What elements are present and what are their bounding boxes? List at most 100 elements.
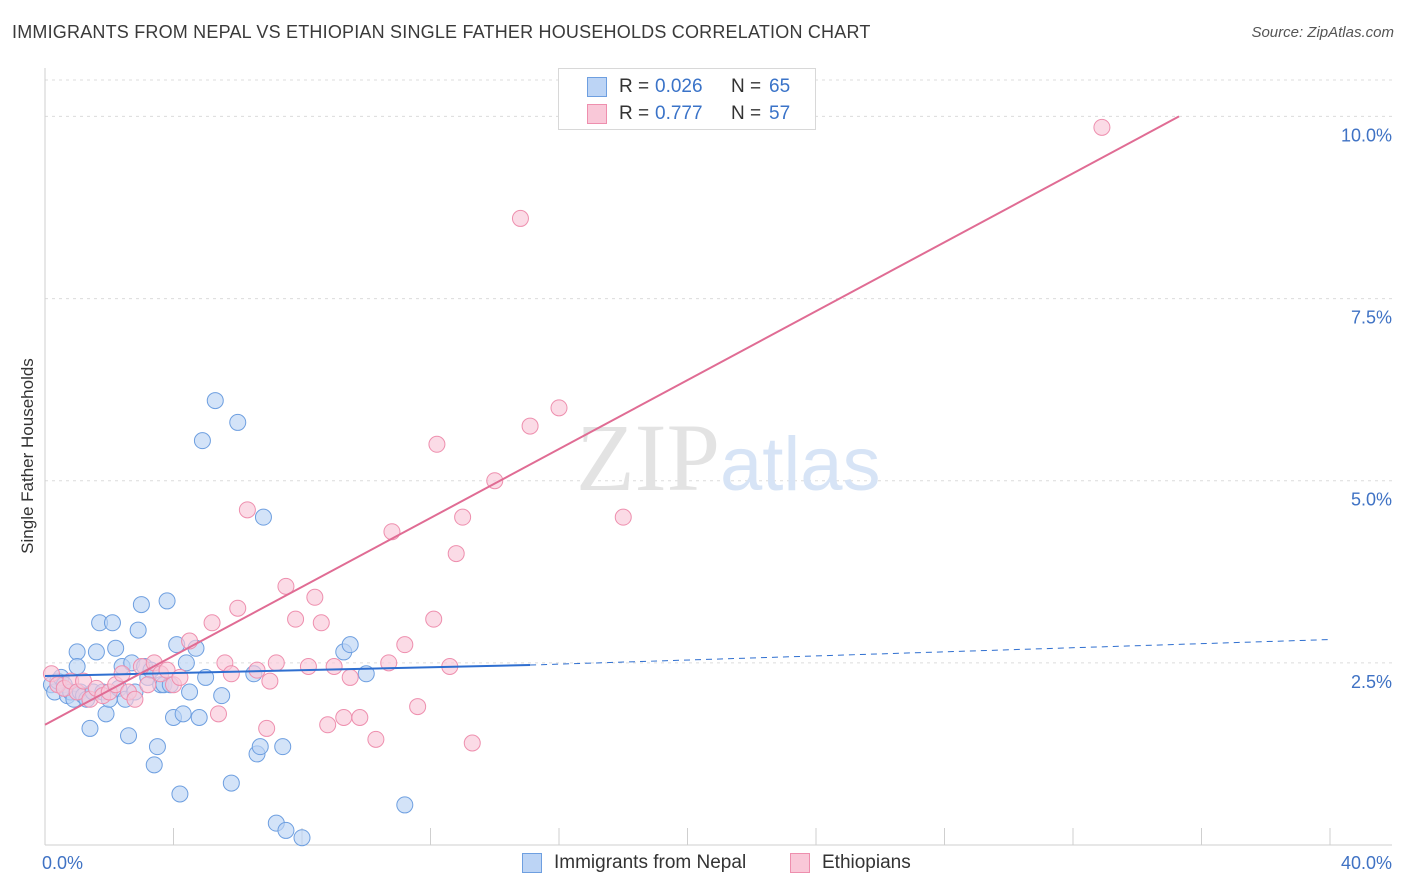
tick-labels: 2.5% 5.0% 7.5% 10.0% 0.0% 40.0%	[42, 125, 1392, 873]
ethiopians-point	[203, 614, 221, 632]
ethiopians-point	[75, 672, 93, 690]
r-label: R =	[619, 102, 650, 124]
n-value: 65	[769, 75, 791, 97]
trend-lines	[44, 115, 1331, 726]
nepal-point	[274, 738, 292, 756]
ethiopians-point	[463, 734, 481, 752]
ethiopians-point	[261, 672, 279, 690]
axes	[44, 68, 1392, 846]
ethiopians-point	[341, 668, 359, 686]
ethiopians-point	[312, 614, 330, 632]
r-value: 0.026	[655, 75, 703, 97]
y-tick-label: 10.0%	[1341, 125, 1392, 145]
series-label-ethiopians: Ethiopians	[822, 852, 911, 873]
legend-row-ethiopians: R = 0.777 N = 57	[559, 100, 790, 127]
nepal-point	[174, 705, 192, 723]
nepal-point	[87, 643, 105, 661]
source-label: Source: ZipAtlas.com	[1251, 24, 1394, 41]
ethiopians-point	[425, 610, 443, 628]
watermark-zip: ZIP	[576, 404, 720, 511]
nepal-trend-extension	[530, 639, 1331, 666]
nepal-point	[171, 785, 189, 803]
ethiopians-point	[367, 730, 385, 748]
nepal-point	[103, 614, 121, 632]
nepal-point	[68, 643, 86, 661]
ethiopians-point	[335, 709, 353, 726]
ethiopians-point	[383, 523, 401, 541]
nepal-point	[251, 738, 269, 756]
nepal-trend-line	[44, 664, 531, 677]
ethiopians-point	[126, 690, 144, 708]
nepal-point	[129, 621, 147, 639]
series-label-nepal: Immigrants from Nepal	[554, 852, 747, 873]
nepal-point	[68, 658, 86, 675]
series-swatch-nepal	[522, 853, 542, 873]
gridlines	[45, 79, 1392, 664]
nepal-point	[213, 687, 231, 705]
nepal-point	[193, 432, 211, 450]
ethiopians-point	[277, 577, 295, 595]
ethiopians-point	[139, 676, 157, 694]
x-tick-label: 40.0%	[1341, 853, 1392, 873]
ethiopians-point	[1093, 118, 1111, 136]
series-swatch-ethiopians	[790, 853, 810, 873]
watermark-atlas: atlas	[720, 422, 881, 507]
ethiopians-point	[396, 636, 414, 654]
nepal-point	[132, 596, 150, 614]
chart-title: IMMIGRANTS FROM NEPAL VS ETHIOPIAN SINGL…	[12, 22, 871, 42]
nepal-point	[181, 683, 199, 701]
ethiopians-point	[550, 399, 568, 417]
nepal-point	[190, 709, 208, 726]
ethiopians-point	[299, 658, 317, 675]
nepal-point	[341, 636, 359, 654]
legend-row-nepal: R = 0.026 N = 65	[559, 73, 790, 100]
nepal-point	[206, 392, 224, 410]
correlation-legend: R = 0.026 N = 65 R = 0.777 N = 57	[558, 68, 816, 130]
ethiopians-point	[229, 599, 247, 617]
ethiopians-point	[222, 665, 240, 683]
nepal-point	[158, 592, 176, 610]
ethiopians-point	[447, 545, 465, 563]
y-tick-label: 5.0%	[1351, 490, 1392, 510]
nepal-point	[396, 796, 414, 814]
nepal-point	[145, 756, 163, 774]
ethiopians-trend-line	[44, 115, 1180, 726]
r-label: R =	[619, 75, 650, 97]
ethiopians-point	[454, 508, 472, 526]
legend-swatch-nepal	[587, 76, 607, 97]
nepal-point	[81, 719, 99, 737]
x-tick-label: 0.0%	[42, 853, 83, 873]
nepal-point	[277, 821, 295, 839]
ethiopians-point	[306, 588, 324, 606]
ethiopians-point	[428, 435, 446, 453]
series-legend-nepal[interactable]: Immigrants from Nepal	[522, 852, 746, 874]
ethiopians-point	[325, 658, 343, 675]
ethiopians-point	[209, 705, 227, 723]
y-tick-label: 7.5%	[1351, 308, 1392, 328]
series-legend: Immigrants from Nepal Ethiopians	[0, 852, 1406, 878]
ethiopians-point	[614, 508, 632, 526]
ethiopians-point	[511, 209, 529, 227]
nepal-point	[120, 727, 138, 745]
ethiopians-point	[258, 719, 276, 737]
nepal-point	[293, 829, 311, 847]
nepal-point	[97, 705, 115, 723]
nepal-point	[148, 738, 166, 756]
legend-swatch-ethiopians	[587, 103, 607, 124]
ethiopians-point	[409, 698, 427, 716]
nepal-point	[107, 639, 125, 657]
nepal-point	[229, 413, 247, 431]
ethiopians-point	[267, 654, 285, 672]
nepal-point	[177, 654, 195, 672]
ethiopians-point	[287, 610, 305, 628]
n-label: N =	[731, 75, 762, 97]
n-value: 57	[769, 102, 791, 124]
nepal-point	[222, 774, 240, 792]
ethiopians-point	[380, 654, 398, 672]
series-legend-ethiopians[interactable]: Ethiopians	[790, 852, 911, 874]
n-label: N =	[731, 102, 762, 124]
nepal-point	[254, 508, 272, 526]
r-value: 0.777	[655, 102, 703, 124]
ethiopians-point	[238, 501, 256, 519]
